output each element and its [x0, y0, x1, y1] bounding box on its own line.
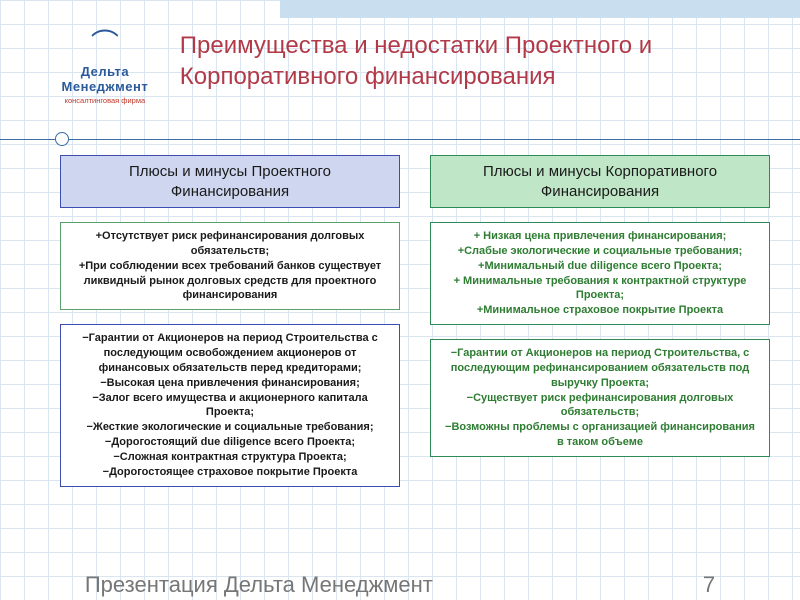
footer: Презентация Дельта Менеджмент 7	[0, 572, 800, 598]
header: ⌒ Дельта Менеджмент консалтинговая фирма…	[60, 30, 770, 105]
logo-arc-icon: ⌒	[60, 30, 150, 58]
logo-brand: Дельта Менеджмент	[60, 64, 150, 94]
page-number: 7	[703, 572, 715, 598]
plus-box-corporate: + Низкая цена привлечения финансирования…	[430, 222, 770, 325]
plus-box-project: +Отсутствует риск рефинансирования долго…	[60, 222, 400, 310]
columns: Плюсы и минусы Проектного Финансирования…	[60, 155, 770, 487]
column-corporate: Плюсы и минусы Корпоративного Финансиров…	[430, 155, 770, 487]
logo-tagline: консалтинговая фирма	[60, 96, 150, 105]
horizontal-rule	[0, 138, 800, 141]
column-header-corporate: Плюсы и минусы Корпоративного Финансиров…	[430, 155, 770, 208]
minus-box-corporate: −Гарантии от Акционеров на период Строит…	[430, 339, 770, 457]
column-header-project: Плюсы и минусы Проектного Финансирования	[60, 155, 400, 208]
logo: ⌒ Дельта Менеджмент консалтинговая фирма	[60, 30, 150, 105]
top-stripe	[280, 0, 800, 18]
footer-text: Презентация Дельта Менеджмент	[85, 572, 433, 598]
column-project: Плюсы и минусы Проектного Финансирования…	[60, 155, 400, 487]
rule-circle-icon	[55, 132, 69, 146]
page-title: Преимущества и недостатки Проектного и К…	[180, 30, 770, 92]
minus-box-project: −Гарантии от Акционеров на период Строит…	[60, 324, 400, 486]
